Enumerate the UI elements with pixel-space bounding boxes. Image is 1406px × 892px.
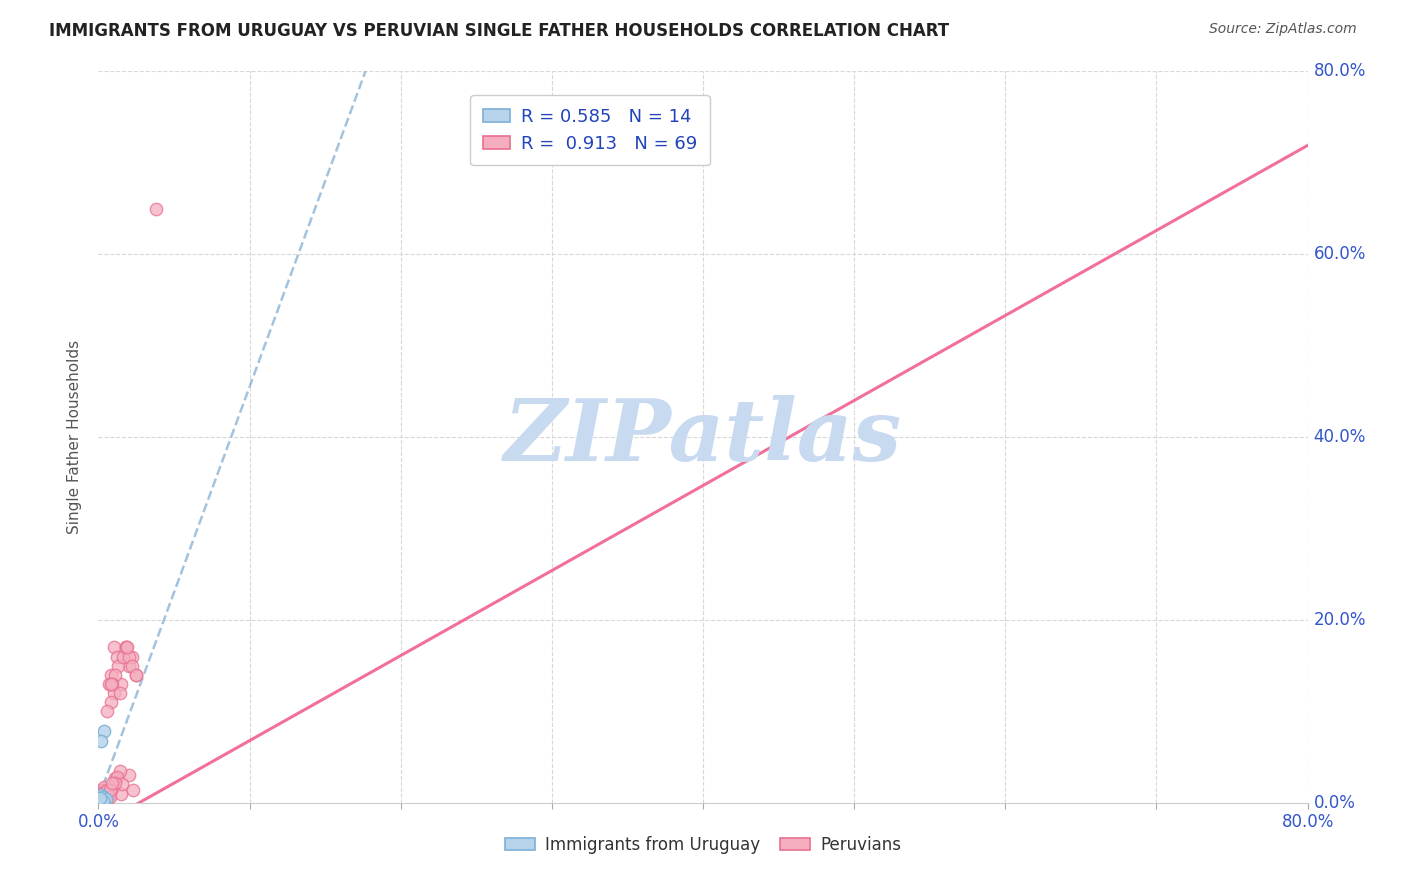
Point (100, 695, 122, 709)
Point (98, 789, 121, 803)
Point (93, 724, 115, 739)
Point (89, 790, 111, 805)
Point (118, 649, 141, 664)
Point (100, 667, 122, 681)
Point (110, 677, 132, 691)
Point (98, 781, 121, 796)
Point (89, 794, 111, 808)
Y-axis label: Single Father Households: Single Father Households (67, 340, 83, 534)
Point (108, 686, 131, 700)
Legend: Immigrants from Uruguay, Peruvians: Immigrants from Uruguay, Peruvians (498, 829, 908, 860)
Text: IMMIGRANTS FROM URUGUAY VS PERUVIAN SINGLE FATHER HOUSEHOLDS CORRELATION CHART: IMMIGRANTS FROM URUGUAY VS PERUVIAN SING… (49, 22, 949, 40)
Point (90, 733, 112, 747)
Text: 60.0%: 60.0% (1313, 245, 1367, 263)
Point (90, 791, 112, 805)
Point (96, 783, 118, 797)
Point (89, 794, 111, 808)
Point (89, 791, 111, 805)
Point (89, 795, 111, 809)
Point (91, 793, 114, 807)
Point (89, 792, 111, 806)
Point (107, 658, 129, 673)
Point (89, 795, 111, 809)
Point (121, 658, 143, 673)
Point (89, 791, 111, 805)
Point (145, 202, 167, 216)
Point (104, 773, 127, 788)
Point (115, 640, 138, 655)
Point (101, 677, 124, 691)
Point (96, 705, 118, 719)
Point (91, 787, 114, 801)
Point (91, 793, 114, 807)
Point (90, 794, 112, 808)
Point (96, 787, 118, 801)
Point (125, 667, 148, 681)
Text: 40.0%: 40.0% (1313, 428, 1367, 446)
Point (121, 649, 143, 664)
Point (125, 667, 148, 681)
Point (89, 792, 111, 806)
Point (89, 791, 111, 805)
Point (89, 789, 111, 804)
Point (108, 764, 131, 778)
Point (103, 686, 125, 700)
Point (89, 792, 111, 806)
Text: 0.0%: 0.0% (1313, 794, 1355, 812)
Point (96, 783, 118, 797)
Point (96, 783, 118, 797)
Point (101, 780, 124, 795)
Point (104, 667, 127, 681)
Point (94, 792, 117, 806)
Text: Source: ZipAtlas.com: Source: ZipAtlas.com (1209, 22, 1357, 37)
Point (98, 782, 121, 797)
Point (93, 780, 115, 794)
Point (111, 649, 134, 664)
Point (110, 777, 132, 791)
Point (105, 649, 128, 664)
Point (114, 640, 136, 655)
Point (110, 787, 132, 801)
Text: 80.0%: 80.0% (1313, 62, 1367, 80)
Point (93, 789, 115, 803)
Point (91, 789, 114, 804)
Point (93, 793, 115, 807)
Point (118, 658, 141, 673)
Text: 20.0%: 20.0% (1313, 611, 1367, 629)
Point (89, 789, 111, 803)
Point (104, 776, 127, 790)
Point (91, 785, 114, 799)
Point (90, 789, 112, 803)
Point (98, 790, 121, 805)
Point (89, 794, 111, 808)
Point (94, 793, 117, 807)
Point (89, 790, 111, 805)
Point (90, 783, 112, 797)
Point (97, 790, 120, 805)
Point (96, 791, 118, 805)
Point (105, 770, 128, 784)
Point (96, 783, 118, 797)
Point (100, 677, 122, 691)
Point (91, 790, 114, 805)
Point (101, 776, 124, 790)
Point (114, 640, 136, 655)
Point (104, 771, 127, 785)
Point (93, 792, 115, 806)
Point (98, 785, 121, 799)
Point (103, 640, 125, 655)
Point (91, 794, 114, 808)
Point (90, 793, 112, 807)
Point (121, 783, 143, 797)
Point (98, 677, 121, 691)
Point (91, 786, 114, 800)
Point (118, 768, 141, 782)
Text: ZIPatlas: ZIPatlas (503, 395, 903, 479)
